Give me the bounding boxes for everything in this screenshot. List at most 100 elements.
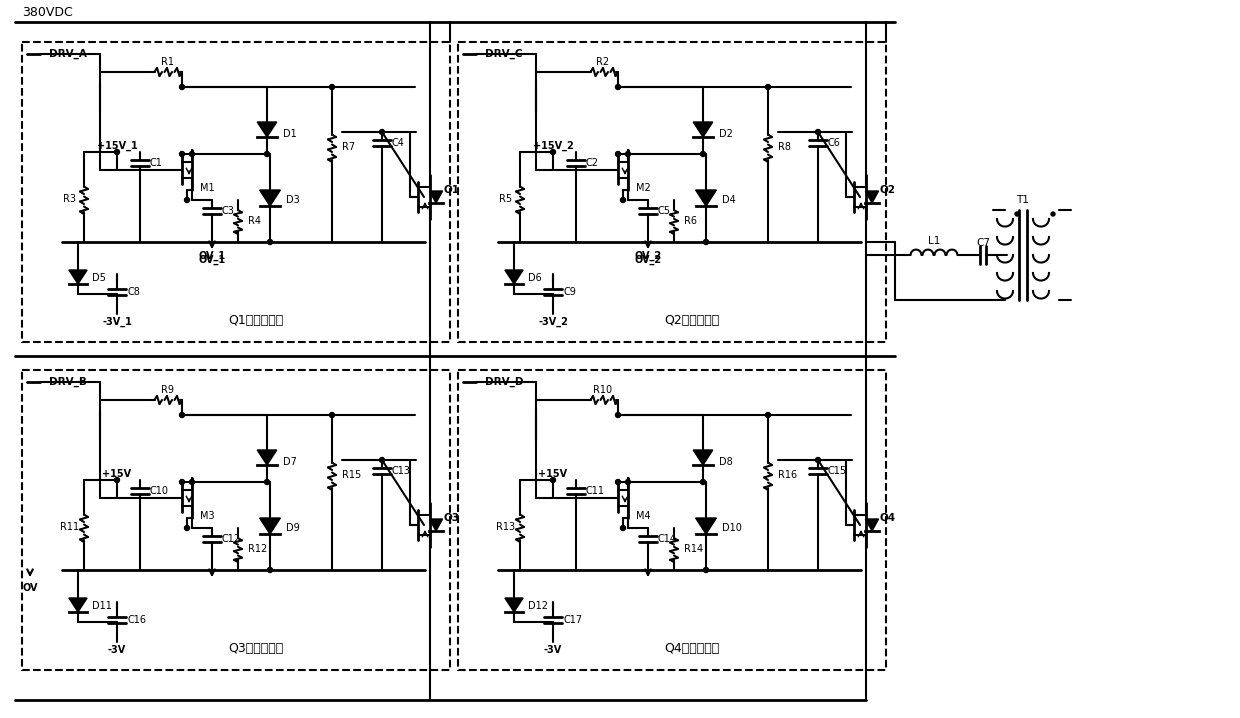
Circle shape [620, 526, 625, 531]
Circle shape [264, 480, 269, 485]
Circle shape [190, 480, 195, 485]
Text: DRV_D: DRV_D [485, 377, 523, 387]
Text: M3: M3 [200, 511, 215, 521]
Text: OV_2: OV_2 [635, 255, 662, 265]
Text: DRV_A: DRV_A [50, 49, 87, 59]
Text: Q4的驱动电路: Q4的驱动电路 [665, 641, 719, 655]
Text: R10: R10 [594, 385, 613, 395]
Circle shape [1052, 212, 1055, 216]
Circle shape [264, 151, 269, 157]
Circle shape [701, 151, 706, 157]
Text: R15: R15 [342, 470, 361, 480]
Text: C3: C3 [222, 206, 234, 216]
Polygon shape [505, 598, 523, 612]
Text: R16: R16 [777, 470, 797, 480]
Circle shape [551, 149, 556, 154]
Text: M4: M4 [636, 511, 651, 521]
Polygon shape [505, 270, 523, 284]
Text: D1: D1 [283, 129, 296, 139]
Text: R12: R12 [248, 544, 268, 554]
Text: +15V: +15V [103, 469, 131, 479]
Circle shape [379, 457, 384, 462]
Circle shape [185, 526, 190, 531]
Text: R7: R7 [342, 142, 355, 152]
Text: OV_1: OV_1 [198, 251, 226, 261]
Bar [22, 42, 450, 342]
Text: R5: R5 [500, 194, 512, 204]
Polygon shape [429, 191, 443, 203]
Polygon shape [69, 598, 87, 612]
Text: D12: D12 [528, 601, 548, 611]
Text: R8: R8 [777, 142, 791, 152]
Text: C7: C7 [976, 238, 990, 248]
Circle shape [765, 85, 770, 90]
Text: +15V: +15V [538, 469, 568, 479]
Polygon shape [429, 519, 443, 531]
Text: C9: C9 [563, 287, 575, 297]
Bar [22, 370, 450, 670]
Text: +15V_2: +15V_2 [533, 141, 573, 151]
Polygon shape [693, 450, 713, 465]
Polygon shape [866, 519, 879, 531]
Text: C8: C8 [126, 287, 140, 297]
Polygon shape [696, 190, 717, 206]
Text: D7: D7 [283, 457, 296, 467]
Text: D4: D4 [722, 195, 735, 205]
Circle shape [615, 480, 620, 485]
Polygon shape [257, 122, 277, 137]
Circle shape [330, 85, 335, 90]
Polygon shape [257, 450, 277, 465]
Circle shape [816, 129, 821, 134]
Text: +15V_1: +15V_1 [97, 141, 138, 151]
Text: D5: D5 [92, 273, 105, 283]
Polygon shape [69, 270, 87, 284]
Text: R6: R6 [684, 216, 697, 226]
Circle shape [185, 197, 190, 202]
Text: Q2: Q2 [880, 184, 897, 194]
Text: R4: R4 [248, 216, 260, 226]
Text: Q1: Q1 [444, 184, 460, 194]
Text: R11: R11 [61, 522, 79, 532]
Text: OV: OV [22, 583, 37, 593]
Circle shape [816, 457, 821, 462]
Text: R1: R1 [160, 57, 174, 67]
Circle shape [625, 151, 630, 157]
Text: R3: R3 [63, 194, 77, 204]
Bar [458, 370, 887, 670]
Text: OV_2: OV_2 [635, 251, 662, 261]
Polygon shape [259, 518, 280, 534]
Circle shape [268, 567, 273, 572]
Text: C2: C2 [587, 158, 599, 168]
Text: C12: C12 [222, 534, 241, 544]
Polygon shape [693, 122, 713, 137]
Circle shape [379, 129, 384, 134]
Text: Q1的驱动电路: Q1的驱动电路 [228, 314, 284, 327]
Circle shape [551, 477, 556, 482]
Text: C4: C4 [392, 138, 405, 148]
Circle shape [180, 480, 185, 485]
Text: Q4: Q4 [880, 512, 897, 522]
Circle shape [703, 240, 708, 245]
Circle shape [268, 240, 273, 245]
Text: C17: C17 [563, 615, 582, 625]
Text: R9: R9 [160, 385, 174, 395]
Text: T1: T1 [1017, 195, 1029, 205]
Text: Q3的驱动电路: Q3的驱动电路 [228, 641, 284, 655]
Circle shape [703, 567, 708, 572]
Text: Q3: Q3 [444, 512, 460, 522]
Text: C5: C5 [658, 206, 671, 216]
Text: D3: D3 [286, 195, 300, 205]
Text: M2: M2 [636, 183, 651, 193]
Text: C15: C15 [828, 466, 847, 476]
Text: C1: C1 [150, 158, 162, 168]
Text: -3V: -3V [544, 645, 562, 655]
Circle shape [180, 413, 185, 417]
Text: D9: D9 [286, 523, 300, 533]
Bar [458, 42, 887, 342]
Text: Q2的驱动电路: Q2的驱动电路 [665, 314, 719, 327]
Text: D2: D2 [719, 129, 733, 139]
Polygon shape [866, 191, 879, 203]
Text: OV_1: OV_1 [198, 255, 226, 265]
Text: C13: C13 [392, 466, 410, 476]
Text: DRV_B: DRV_B [50, 377, 87, 387]
